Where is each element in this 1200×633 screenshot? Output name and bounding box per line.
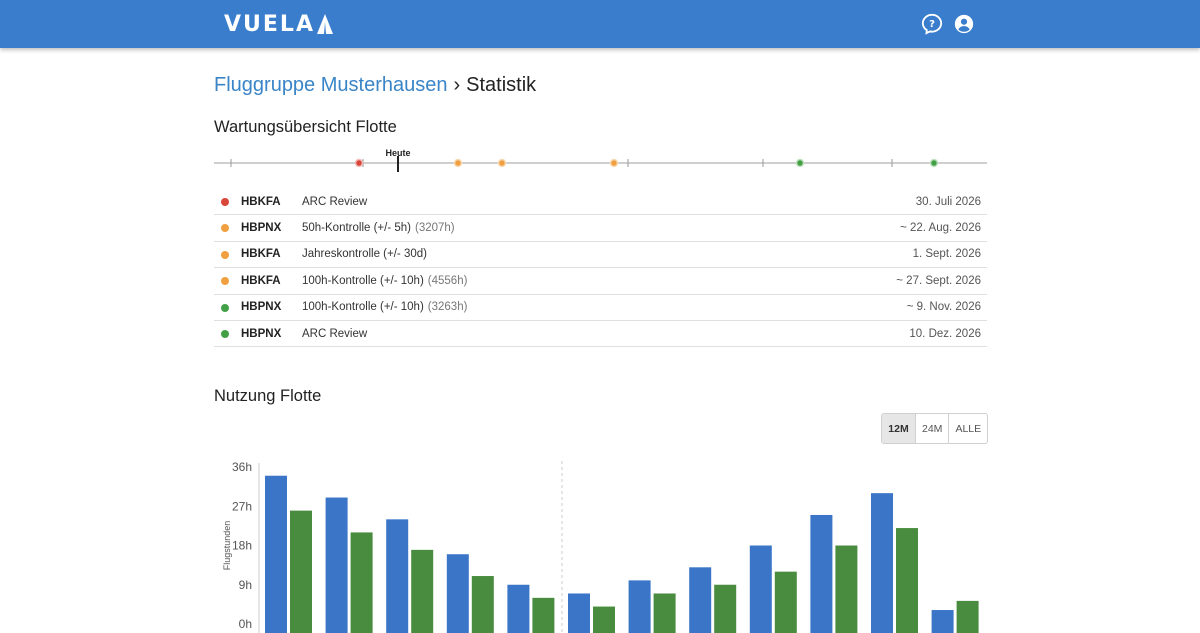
- aircraft-registration: HBKFA: [241, 274, 281, 287]
- aircraft-registration: HBKFA: [241, 248, 281, 261]
- range-24m-button[interactable]: 24M: [915, 414, 948, 443]
- due-date: 30. Juli 2026: [915, 195, 981, 208]
- aircraft-registration: HBPNX: [241, 222, 282, 235]
- maintenance-row[interactable]: HBKFA 100h-Kontrolle (+/- 10h) (4556h) ~ …: [214, 268, 987, 295]
- aircraft-registration: HBPNX: [241, 327, 282, 340]
- usage-bar: [532, 597, 555, 633]
- task-hours: (3207h): [415, 222, 455, 235]
- usage-bar: [956, 600, 979, 633]
- y-tick-label: 0h: [239, 617, 252, 631]
- task-hours: (3263h): [427, 301, 468, 314]
- due-date: 10. Dez. 2026: [909, 327, 981, 340]
- usage-bar: [507, 584, 530, 633]
- y-tick-label: 27h: [232, 499, 252, 513]
- maintenance-row[interactable]: HBPNX 100h-Kontrolle (+/- 10h) (3263h) ~ …: [214, 295, 987, 321]
- timeline-dot[interactable]: [497, 158, 507, 168]
- task-name: 100h-Kontrolle (+/- 10h): [302, 274, 424, 287]
- usage-bar: [446, 554, 469, 633]
- usage-bar: [411, 549, 434, 633]
- sail-icon: [316, 14, 333, 34]
- due-date: 1. Sept. 2026: [912, 248, 981, 261]
- status-dot: [221, 329, 229, 338]
- maintenance-task: Jahreskontrolle (+/- 30d): [302, 248, 431, 260]
- usage-bar: [568, 593, 590, 633]
- usage-bar: [386, 519, 409, 633]
- maintenance-row[interactable]: HBPNX ARC Review 10. Dez. 2026: [214, 321, 987, 348]
- top-app-bar: VUELA ?: [0, 0, 1200, 48]
- svg-text:?: ?: [929, 19, 935, 30]
- timeline-dot[interactable]: [795, 158, 805, 168]
- account-icon[interactable]: [953, 13, 975, 35]
- usage-bar: [350, 532, 373, 633]
- timeline-dot[interactable]: [609, 158, 619, 168]
- aircraft-registration: HBPNX: [241, 301, 282, 314]
- usage-bar: [593, 606, 615, 633]
- usage-bar: [774, 571, 797, 633]
- usage-bar: [265, 475, 287, 633]
- vuela-logo[interactable]: VUELA: [224, 10, 334, 38]
- task-name: ARC Review: [302, 195, 368, 208]
- breadcrumb-current: Statistik: [466, 74, 537, 96]
- range-toggle-group: 12M 24M ALLE: [881, 413, 989, 444]
- maintenance-row[interactable]: HBKFA Jahreskontrolle (+/- 30d) 1. Sept.…: [214, 242, 987, 269]
- maintenance-task: ARC Review: [302, 328, 371, 340]
- usage-bar: [325, 497, 348, 633]
- maintenance-timeline: Heute: [214, 148, 987, 172]
- y-tick-label: 9h: [239, 578, 252, 592]
- task-name: ARC Review: [302, 327, 368, 340]
- usage-bar: [931, 610, 954, 633]
- maintenance-task: 50h-Kontrolle (+/- 5h) (3207h): [302, 222, 455, 234]
- due-date: ~ 27. Sept. 2026: [896, 274, 981, 287]
- help-icon[interactable]: ?: [921, 13, 943, 35]
- maintenance-task: 100h-Kontrolle (+/- 10h) (3263h): [302, 301, 467, 313]
- maintenance-row[interactable]: HBKFA ARC Review 30. Juli 2026: [214, 189, 987, 216]
- usage-section-title: Nutzung Flotte: [214, 387, 322, 405]
- today-label: Heute: [385, 148, 410, 158]
- maintenance-task: 100h-Kontrolle (+/- 10h) (4556h): [302, 275, 467, 287]
- y-tick-label: 36h: [232, 460, 252, 474]
- usage-bar: [689, 567, 712, 633]
- usage-bar: [871, 493, 893, 633]
- timeline-dot[interactable]: [354, 158, 364, 168]
- status-dot: [221, 198, 229, 206]
- breadcrumb: Fluggruppe Musterhausen › Statistik: [214, 74, 536, 97]
- y-tick-label: 18h: [232, 539, 252, 553]
- usage-bar: [749, 545, 772, 633]
- aircraft-registration: HBKFA: [241, 195, 281, 208]
- timeline-dot[interactable]: [453, 158, 463, 168]
- task-name: Jahreskontrolle (+/- 30d): [302, 248, 427, 261]
- range-all-button[interactable]: ALLE: [948, 414, 987, 443]
- task-name: 100h-Kontrolle (+/- 10h): [302, 301, 424, 314]
- task-hours: (4556h): [427, 274, 468, 287]
- usage-bar: [628, 580, 651, 633]
- task-name: 50h-Kontrolle (+/- 5h): [302, 222, 411, 235]
- due-date: ~ 9. Nov. 2026: [906, 301, 981, 314]
- status-dot: [221, 250, 229, 259]
- maintenance-section-title: Wartungsübersicht Flotte: [214, 118, 397, 136]
- usage-bar: [471, 576, 494, 633]
- due-date: ~ 22. Aug. 2026: [900, 222, 981, 235]
- range-12m-button[interactable]: 12M: [882, 414, 915, 443]
- usage-bar: [835, 545, 858, 633]
- breadcrumb-parent-link[interactable]: Fluggruppe Musterhausen: [214, 74, 448, 96]
- logo-text: VUELA: [224, 11, 315, 37]
- maintenance-task: ARC Review: [302, 196, 371, 208]
- status-dot: [221, 224, 229, 233]
- status-dot: [221, 277, 229, 286]
- usage-bar: [290, 510, 312, 633]
- status-dot: [221, 303, 229, 312]
- usage-bar: [653, 593, 676, 633]
- usage-bar: [810, 514, 833, 633]
- usage-bar: [896, 528, 918, 633]
- usage-bar-chart: 0h 9h 18h 27h 36h Flugstunden: [222, 460, 979, 633]
- breadcrumb-separator: ›: [453, 74, 461, 96]
- maintenance-list: HBKFA ARC Review 30. Juli 2026 HBPNX 50h…: [214, 189, 987, 348]
- usage-bar: [714, 584, 737, 633]
- maintenance-row[interactable]: HBPNX 50h-Kontrolle (+/- 5h) (3207h) ~ 22…: [214, 215, 987, 242]
- timeline-dot[interactable]: [929, 158, 939, 168]
- y-axis-label: Flugstunden: [222, 521, 232, 571]
